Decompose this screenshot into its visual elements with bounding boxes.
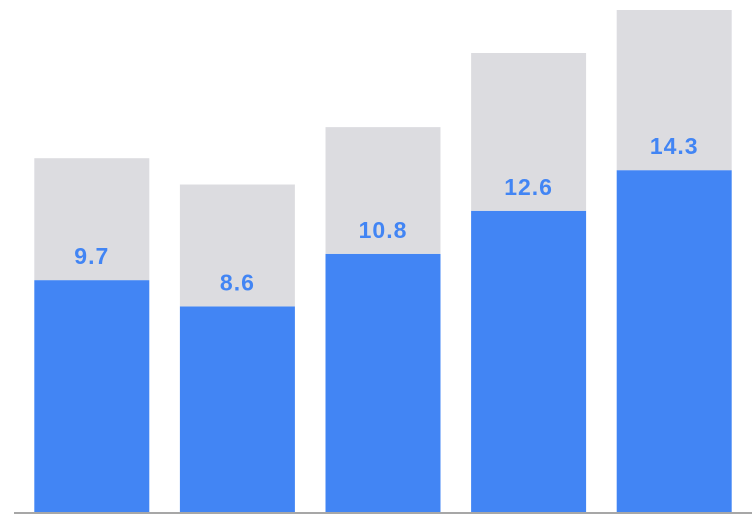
value-label: 9.7 (74, 243, 109, 269)
bar-segment (179, 306, 295, 512)
bar-segment (471, 210, 587, 513)
value-label: 14.3 (650, 133, 699, 159)
value-label: 12.6 (504, 174, 553, 200)
bar-segment (471, 53, 587, 211)
bar-segment (616, 170, 732, 512)
bar-segment (179, 184, 295, 307)
bar-segment (325, 253, 441, 513)
bar-segment (34, 158, 150, 281)
bar-segment (616, 10, 732, 171)
bar-segment (325, 127, 441, 254)
value-label: 10.8 (359, 217, 408, 243)
bar-segment (34, 280, 150, 512)
value-label: 8.6 (220, 269, 255, 295)
